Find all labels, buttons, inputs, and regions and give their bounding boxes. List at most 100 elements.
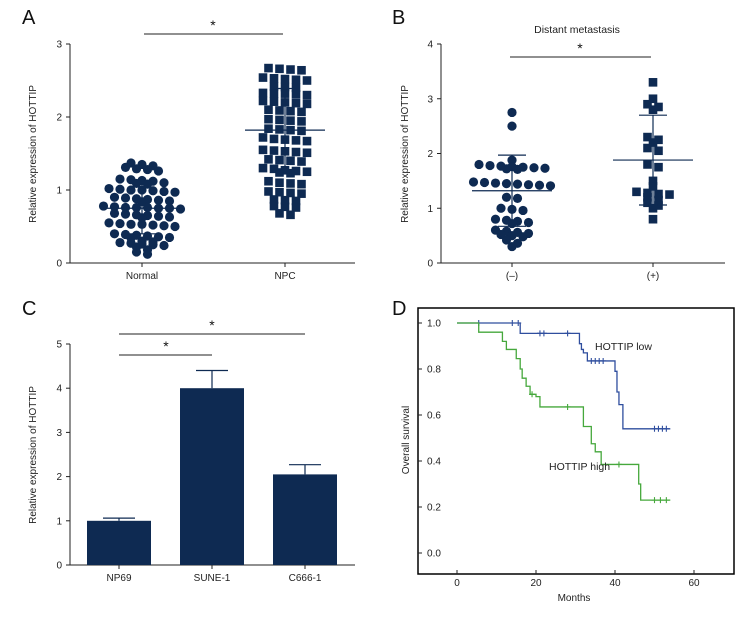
panel-b-dot-positive — [654, 146, 663, 156]
panel-a-dot-normal — [142, 249, 153, 259]
panel-a-dot-npc — [291, 90, 301, 99]
panel-b-dot-negative — [512, 164, 523, 174]
panel-a-dot-normal — [164, 232, 175, 243]
panel-a-dot-npc — [275, 155, 284, 165]
panel-a-dot-normal — [153, 211, 164, 221]
panel-a-dot-npc — [302, 99, 312, 109]
panel-a-dot-normal — [159, 221, 169, 231]
panel-b-x-tick-label: (+) — [647, 271, 660, 282]
panel-a-dot-npc — [275, 178, 284, 187]
panel-a-dot-npc — [286, 156, 295, 166]
panel-d-censor-low — [663, 425, 670, 432]
panel-c-y-tick-label: 1 — [56, 516, 62, 527]
panel-a-dot-normal — [115, 184, 125, 194]
panel-b-dot-negative — [507, 241, 517, 252]
panel-c-x-tick-label: NP69 — [106, 573, 131, 584]
panel-d-y-tick-label: 0.6 — [427, 411, 441, 422]
panel-a-dot-normal — [120, 162, 131, 172]
panel-d-y-tick-label: 0.2 — [427, 503, 441, 514]
panel-b-dot-positive — [654, 135, 663, 145]
panel-a-dot-normal — [120, 202, 131, 213]
panel-a-dot-normal — [120, 209, 131, 219]
panel-a-dot-npc — [269, 164, 279, 174]
panel-b-dot-positive — [632, 187, 641, 197]
panel-a-dot-npc — [302, 148, 312, 158]
panel-b-dot-negative — [490, 214, 501, 224]
panel-b-dot-negative — [523, 180, 534, 190]
panel-a-dot-npc — [264, 176, 273, 186]
panel-a-dot-normal — [170, 221, 180, 232]
panel-a-dot-npc — [291, 203, 301, 212]
panel-a-dot-npc — [291, 98, 301, 108]
panel-a-dot-npc — [264, 124, 273, 133]
panel-b-dot-negative — [501, 192, 512, 202]
panel-letter-a: A — [22, 7, 36, 29]
panel-a-dot-normal — [109, 192, 120, 202]
panel-a-dot-npc — [275, 115, 284, 125]
panel-a-dot-npc — [258, 133, 268, 142]
panel-b-dot-positive — [654, 102, 663, 112]
panel-d-censor-high — [529, 391, 536, 398]
panel-a-significance-star: * — [210, 17, 216, 33]
panel-b-dot-negative — [468, 177, 479, 187]
panel-b-dot-negative — [507, 121, 517, 131]
panel-b-y-label: Relative expression of HOTTIP — [400, 85, 411, 223]
panel-a-dot-npc — [302, 136, 312, 146]
panel-d-censor-low — [515, 320, 522, 326]
panel-d-x-tick-label: 40 — [609, 578, 621, 589]
panel-b-y-tick-label: 4 — [427, 40, 433, 51]
panel-a-dot-npc — [275, 106, 284, 115]
panel-c-y-tick-label: 2 — [56, 472, 62, 483]
panel-d-y-label: Overall survival — [401, 406, 412, 474]
panel-b-dot-negative — [529, 163, 539, 173]
panel-a-y-tick-label: 0 — [56, 259, 62, 270]
panel-b-dot-negative — [485, 160, 495, 171]
panel-a-dot-npc — [297, 189, 306, 198]
panel-a-y-label: Relative expression of HOTTIP — [28, 85, 39, 223]
panel-b-dot-negative — [501, 179, 512, 189]
panel-a-dot-npc — [275, 125, 284, 134]
panel-b-dot-negative — [501, 235, 512, 245]
panel-a-dot-normal — [104, 218, 114, 228]
panel-b-dot-positive — [648, 78, 658, 87]
panel-a-dot-normal — [164, 212, 175, 222]
panel-a-dot-normal — [131, 202, 142, 213]
panel-a: A 0 1 2 3 Relative expression of HOTTIP Norma… — [22, 7, 355, 282]
panel-c-y-label: Relative expression of HOTTIP — [28, 386, 39, 524]
panel-b-dot-positive — [665, 190, 674, 199]
panel-a-dot-npc — [264, 114, 273, 124]
panel-a-dot-npc — [291, 83, 301, 93]
panel-a-dot-normal — [115, 218, 125, 229]
panel-d-x-tick-label: 0 — [454, 578, 460, 589]
panel-a-dot-npc — [280, 195, 290, 205]
panel-a-dot-npc — [291, 196, 301, 206]
panel-c-bar-sune-1 — [180, 388, 244, 565]
panel-a-dot-npc — [291, 136, 301, 145]
panel-d-censor-low — [509, 320, 516, 326]
panel-d: D 0.0 0.2 0.4 0.6 0.8 1.0 0 20 40 60 Months Overall… — [392, 298, 735, 604]
panel-a-dot-normal — [148, 186, 158, 196]
panel-a-dot-normal — [115, 174, 125, 184]
panel-a-dot-normal — [142, 202, 153, 213]
panel-c: C 0 1 2 3 4 5 Relative expression of HOTTIP NP6… — [22, 298, 355, 584]
panel-c-x-tick-label: SUNE-1 — [194, 573, 231, 584]
panel-a-dot-npc — [258, 96, 268, 106]
panel-a-y-tick-label: 1 — [56, 186, 62, 197]
panel-a-dot-normal — [126, 185, 136, 195]
panel-b-title: Distant metastasis — [534, 24, 620, 36]
panel-c-bar-np69 — [87, 520, 151, 565]
panel-letter-d: D — [392, 298, 406, 320]
panel-a-dot-normal — [159, 240, 169, 251]
panel-a-dot-npc — [280, 82, 290, 92]
panel-a-dot-npc — [269, 82, 279, 91]
panel-a-dot-npc — [264, 155, 273, 164]
panel-a-dot-npc — [269, 201, 279, 211]
panel-a-dot-normal — [115, 237, 125, 248]
panel-b-dot-positive — [643, 160, 652, 169]
panel-c-bar-c666-1 — [273, 474, 337, 565]
panel-b-dot-positive — [654, 195, 663, 205]
panel-a-dot-npc — [269, 195, 279, 204]
panel-c-y-tick-label: 0 — [56, 561, 62, 572]
panel-a-dot-normal — [153, 166, 164, 176]
panel-d-censor-high — [657, 497, 664, 504]
